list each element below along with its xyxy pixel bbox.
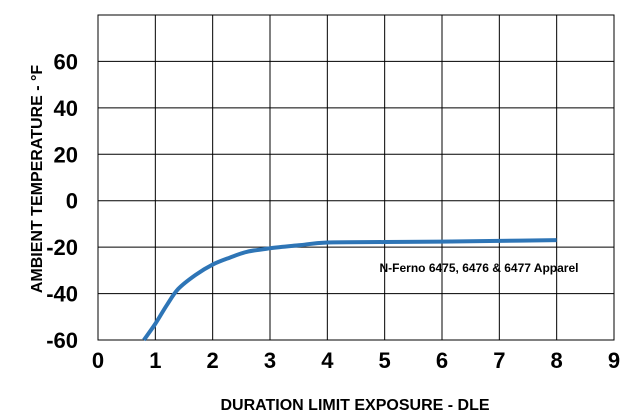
x-tick-label: 8 [551,348,563,373]
x-tick-label: 9 [608,348,620,373]
x-tick-label: 3 [264,348,276,373]
x-tick-label: 6 [436,348,448,373]
series-line [142,238,557,342]
y-tick-label: -20 [46,235,78,260]
x-tick-label: 2 [207,348,219,373]
x-tick-labels: 0 1 2 3 4 5 6 7 8 9 [92,348,620,373]
x-tick-label: 0 [92,348,104,373]
x-tick-label: 1 [149,348,161,373]
x-tick-label: 5 [379,348,391,373]
y-tick-labels: 60 40 20 0 -20 -40 -60 [46,49,78,353]
y-tick-label: 60 [54,49,78,74]
y-tick-label: 20 [54,142,78,167]
y-tick-label: 0 [66,189,78,214]
y-tick-label: -40 [46,282,78,307]
y-tick-label: 40 [54,96,78,121]
grid [97,14,615,341]
series-layer [142,238,557,342]
y-tick-label: -60 [46,328,78,353]
annotation: N-Ferno 6475, 6476 & 6477 Apparel [380,261,579,275]
x-tick-label: 7 [493,348,505,373]
x-tick-label: 4 [321,348,334,373]
x-axis-title: DURATION LIMIT EXPOSURE - DLE [220,397,489,414]
y-axis-title: AMBIENT TEMPERATURE - °F [29,65,46,294]
plot-border [97,14,615,341]
